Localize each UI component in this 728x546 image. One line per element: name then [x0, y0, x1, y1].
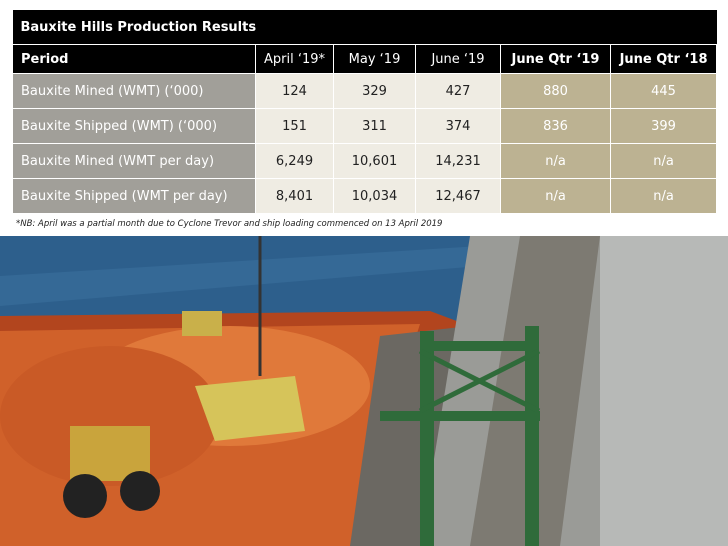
table-cell: 311	[333, 108, 416, 144]
column-header: June Qtr ‘19	[500, 44, 611, 74]
table-cell: 14,231	[415, 143, 501, 179]
table-cell: n/a	[609, 143, 718, 179]
table-row: Period April ‘19* May ‘19 June ‘19 June Qtr …	[12, 44, 718, 74]
row-label: Bauxite Shipped (WMT) (‘000)	[12, 108, 256, 144]
table-cell: 8,401	[255, 178, 334, 214]
column-header: May ‘19	[333, 44, 416, 74]
table-cell: 10,034	[333, 178, 416, 214]
table-title: Bauxite Hills Production Results	[12, 10, 717, 45]
table-cell: 445	[609, 73, 718, 109]
table-cell: 329	[333, 73, 416, 109]
column-header: April ‘19*	[255, 44, 334, 74]
column-header: June Qtr ‘18	[609, 44, 718, 74]
production-table: Bauxite Hills Production Results Period Ap…	[12, 10, 718, 214]
row-label: Bauxite Mined (WMT) (‘000)	[12, 73, 256, 109]
column-header: June ‘19	[415, 44, 501, 74]
table-cell: 427	[415, 73, 501, 109]
column-header: Period	[12, 44, 256, 74]
footnote: *NB: April was a partial month due to Cy…	[16, 219, 443, 229]
table-cell: 880	[500, 73, 611, 109]
table-cell: 6,249	[255, 143, 334, 179]
table-cell: 124	[255, 73, 334, 109]
table-cell: n/a	[500, 178, 611, 214]
table-cell: 836	[500, 108, 611, 144]
table-row: Bauxite Mined (WMT per day) 6,249 10,601 14…	[12, 143, 718, 179]
table-cell: n/a	[609, 178, 718, 214]
table-row: Bauxite Shipped (WMT) (‘000) 151 311 374 836…	[12, 108, 718, 144]
table-cell: 151	[255, 108, 334, 144]
table-cell: 12,467	[415, 178, 501, 214]
loading-photo	[0, 236, 728, 546]
table-row: Bauxite Shipped (WMT per day) 8,401 10,034…	[12, 178, 718, 214]
table-cell: n/a	[500, 143, 611, 179]
table-cell: 10,601	[333, 143, 416, 179]
row-label: Bauxite Shipped (WMT per day)	[12, 178, 256, 214]
table-cell: 374	[415, 108, 501, 144]
table-row: Bauxite Mined (WMT) (‘000) 124 329 427 880 44…	[12, 73, 718, 109]
table-cell: 399	[609, 108, 718, 144]
row-label: Bauxite Mined (WMT per day)	[12, 143, 256, 179]
